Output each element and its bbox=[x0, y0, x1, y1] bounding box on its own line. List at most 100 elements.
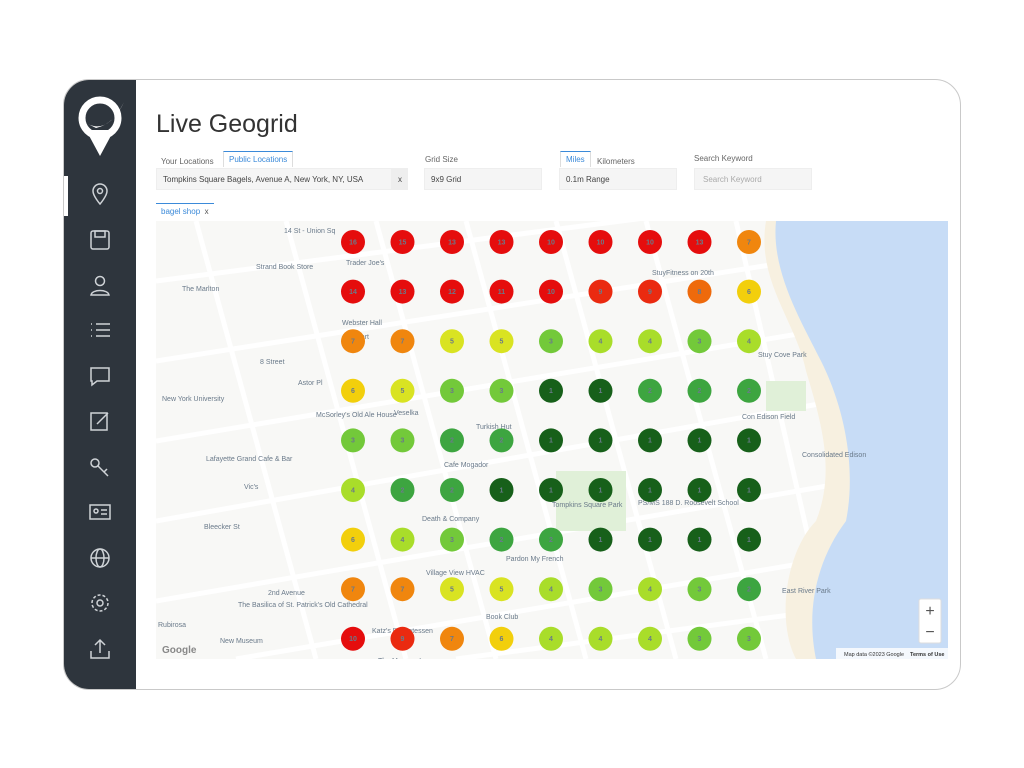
grid-size-label: Grid Size bbox=[425, 155, 458, 164]
rank-pin bbox=[687, 378, 712, 403]
rank-label: 3 bbox=[747, 636, 751, 643]
rank-pin bbox=[341, 478, 365, 502]
clear-button[interactable]: x bbox=[391, 168, 408, 190]
rank-label: 1 bbox=[549, 438, 553, 445]
rank-label: 2 bbox=[698, 388, 702, 395]
map-label: Astor Pl bbox=[298, 380, 323, 387]
rank-pin bbox=[638, 478, 662, 502]
zoom-out[interactable]: − bbox=[925, 624, 934, 641]
map-label: East River Park bbox=[782, 588, 831, 595]
map: 14 St - Union Sq Strand Book Store Trader … bbox=[156, 221, 948, 659]
rank-label: 2 bbox=[648, 388, 652, 395]
rank-label: 5 bbox=[500, 339, 504, 346]
rank-label: 4 bbox=[648, 587, 652, 594]
rank-label: 3 bbox=[698, 587, 702, 594]
rank-label: 1 bbox=[500, 487, 504, 494]
map-label: Strand Book Store bbox=[256, 264, 313, 271]
rank-pin bbox=[489, 527, 514, 552]
tab-active[interactable]: Miles bbox=[560, 151, 591, 167]
sidebar bbox=[64, 80, 136, 689]
location-input[interactable]: Tompkins Square Bagels, Avenue A, New Yo… bbox=[156, 168, 408, 190]
rank-pin bbox=[737, 230, 761, 254]
rank-label: 6 bbox=[747, 289, 751, 296]
rank-pin bbox=[440, 378, 464, 403]
zoom-in[interactable]: + bbox=[925, 603, 934, 620]
map-label: Lafayette Grand Cafe & Bar bbox=[206, 456, 293, 463]
nav-contact-card[interactable] bbox=[88, 500, 112, 524]
rank-label: 7 bbox=[450, 636, 454, 643]
rank-pin bbox=[687, 478, 712, 502]
rank-pin bbox=[489, 626, 514, 651]
nav-upload[interactable] bbox=[88, 637, 112, 661]
rank-pin bbox=[390, 279, 415, 304]
nav-globe[interactable] bbox=[88, 546, 112, 570]
rank-pin bbox=[588, 329, 613, 354]
map-label: 2nd Avenue bbox=[268, 590, 305, 597]
nav-keys[interactable] bbox=[88, 455, 112, 479]
grid-size-value: 9x9 Grid bbox=[431, 175, 462, 184]
rank-pin bbox=[341, 527, 365, 552]
rank-pin bbox=[539, 626, 563, 651]
map-label: Bleecker St bbox=[204, 524, 240, 531]
logo bbox=[78, 96, 124, 156]
rank-label: 10 bbox=[547, 289, 555, 296]
rank-label: 15 bbox=[399, 239, 407, 246]
rank-pin bbox=[638, 577, 662, 602]
rank-pin bbox=[737, 279, 761, 304]
rank-label: 13 bbox=[498, 239, 506, 246]
rank-label: 6 bbox=[351, 537, 355, 544]
rank-label: 3 bbox=[450, 537, 454, 544]
rank-pin bbox=[489, 230, 514, 254]
rank-label: 5 bbox=[500, 587, 504, 594]
location-value: Tompkins Square Bagels, Avenue A, New Yo… bbox=[163, 175, 364, 184]
rank-pin bbox=[638, 279, 662, 304]
range-select[interactable]: 0.1m Range bbox=[559, 168, 677, 190]
rank-pin bbox=[539, 378, 563, 403]
nav-save[interactable] bbox=[88, 228, 112, 252]
rank-label: 7 bbox=[401, 339, 405, 346]
grid-size-select[interactable]: 9x9 Grid bbox=[424, 168, 542, 190]
rank-pin bbox=[341, 279, 365, 304]
map-label: Turkish Hut bbox=[476, 424, 512, 431]
rank-pin bbox=[638, 626, 662, 651]
nav-edit[interactable] bbox=[88, 409, 112, 433]
tab[interactable]: Kilometers bbox=[597, 157, 635, 166]
rank-pin bbox=[638, 230, 662, 254]
rank-pin bbox=[390, 378, 415, 403]
tab-active[interactable]: Public Locations bbox=[223, 151, 294, 167]
rank-pin bbox=[588, 428, 613, 453]
keyword-tab-text: bagel shop bbox=[161, 207, 201, 216]
keyword-input[interactable]: Search Keyword bbox=[694, 168, 812, 190]
rank-pin bbox=[341, 577, 365, 602]
nav-location[interactable] bbox=[88, 182, 112, 206]
keyword-tab-close[interactable]: x bbox=[204, 207, 209, 216]
map-label: Con Edison Field bbox=[742, 414, 795, 421]
nav-list[interactable] bbox=[88, 318, 112, 342]
rank-label: 1 bbox=[549, 388, 553, 395]
rank-label: 2 bbox=[500, 438, 504, 445]
map-label: Consolidated Edison bbox=[802, 452, 866, 459]
keyword-tab[interactable]: bagel shop x bbox=[156, 203, 214, 219]
terms-link[interactable]: Terms of Use bbox=[910, 652, 944, 658]
nav-settings[interactable] bbox=[88, 591, 112, 615]
map-label: Webster Hall bbox=[342, 320, 382, 327]
rank-pin bbox=[489, 378, 514, 403]
rank-pin bbox=[489, 577, 514, 602]
rank-label: 5 bbox=[450, 339, 454, 346]
rank-pin bbox=[737, 478, 761, 502]
rank-label: 1 bbox=[648, 537, 652, 544]
nav-user[interactable] bbox=[88, 273, 112, 297]
rank-label: 2 bbox=[747, 587, 751, 594]
rank-label: 2 bbox=[401, 487, 405, 494]
rank-pin bbox=[440, 478, 464, 502]
rank-label: 1 bbox=[648, 438, 652, 445]
rank-pin bbox=[341, 378, 365, 403]
rank-pin bbox=[489, 478, 514, 502]
rank-label: 1 bbox=[599, 487, 603, 494]
nav-messages[interactable] bbox=[88, 364, 112, 388]
map-label: The Marlton bbox=[182, 286, 219, 293]
rank-label: 2 bbox=[549, 537, 553, 544]
rank-label: 6 bbox=[500, 636, 504, 643]
rank-label: 5 bbox=[450, 587, 454, 594]
tab[interactable]: Your Locations bbox=[161, 157, 214, 166]
